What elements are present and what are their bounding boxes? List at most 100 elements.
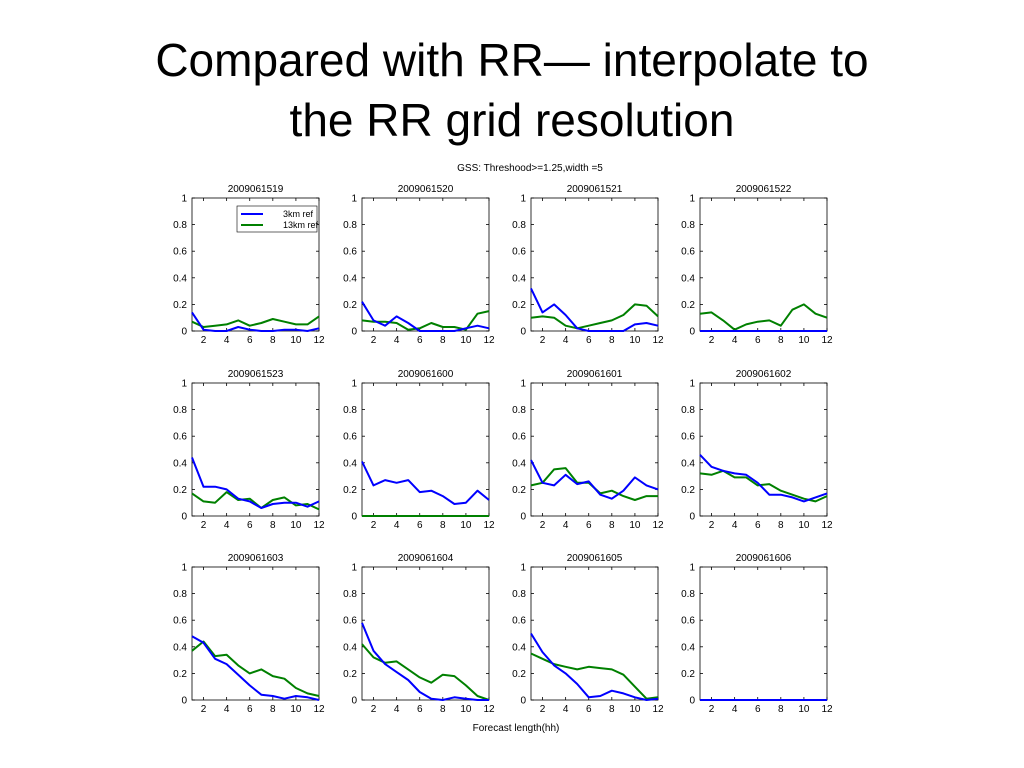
y-tick-label: 0 — [689, 512, 695, 523]
x-tick-label: 8 — [440, 335, 446, 346]
series-line-3km-ref — [361, 461, 490, 505]
x-tick-label: 8 — [609, 704, 615, 715]
x-tick-label: 6 — [247, 335, 253, 346]
x-tick-label: 10 — [460, 520, 472, 531]
subplot-2009061522: 2009061522 2 4 6 8 10 12 0 0.2 0.4 0.6 0.8 1 — [681, 184, 833, 346]
x-tick-label: 8 — [778, 704, 784, 715]
x-tick-label: 10 — [290, 520, 302, 531]
x-tick-label: 6 — [417, 704, 423, 715]
subplot-title: 2009061520 — [398, 184, 454, 195]
x-tick-label: 6 — [417, 335, 423, 346]
x-tick-label: 2 — [709, 335, 715, 346]
y-tick-label: 0 — [351, 327, 357, 338]
plot-frame — [191, 382, 320, 517]
y-tick-label: 1 — [689, 563, 695, 574]
y-tick-label: 1 — [181, 563, 187, 574]
y-tick-label: 0.2 — [173, 485, 187, 496]
slide-title-line-2: the RR grid resolution — [289, 94, 735, 146]
y-tick-label: 0.8 — [173, 405, 187, 416]
y-tick-label: 0.8 — [681, 589, 695, 600]
x-tick-label: 12 — [652, 520, 664, 531]
x-tick-label: 10 — [629, 704, 641, 715]
y-tick-label: 0.2 — [343, 485, 357, 496]
y-tick-label: 1 — [520, 194, 526, 205]
subplot-title: 2009061606 — [736, 553, 792, 564]
x-tick-label: 12 — [652, 335, 664, 346]
y-tick-label: 0.4 — [681, 273, 695, 284]
y-tick-label: 0.6 — [512, 432, 526, 443]
y-tick-label: 1 — [181, 379, 187, 390]
x-tick-label: 10 — [290, 335, 302, 346]
y-tick-label: 0.4 — [343, 642, 357, 653]
y-tick-label: 0 — [520, 512, 526, 523]
figure-suptitle: GSS: Threshood>=1.25,width =5 — [457, 163, 603, 174]
x-tick-label: 12 — [483, 704, 495, 715]
x-tick-label: 2 — [371, 335, 377, 346]
x-tick-label: 8 — [609, 335, 615, 346]
y-tick-label: 0.6 — [173, 432, 187, 443]
y-tick-label: 1 — [351, 563, 357, 574]
x-tick-label: 2 — [709, 704, 715, 715]
series-line-3km-ref — [699, 454, 828, 503]
y-tick-label: 0.4 — [173, 642, 187, 653]
series-line-3km-ref — [191, 635, 320, 701]
series-line-3km-ref — [191, 311, 320, 332]
legend-box — [236, 205, 318, 233]
x-tick-label: 8 — [270, 520, 276, 531]
y-tick-label: 0.6 — [343, 616, 357, 627]
series-line-3km-ref — [530, 459, 659, 500]
y-tick-label: 0.2 — [512, 485, 526, 496]
series-line-3km-ref — [361, 622, 489, 701]
series-line-13km-ref — [191, 315, 320, 328]
y-tick-label: 1 — [351, 379, 357, 390]
series-line-13km-ref — [191, 640, 320, 697]
plot-frame — [530, 197, 659, 332]
x-tick-label: 12 — [483, 520, 495, 531]
x-tick-label: 10 — [798, 520, 810, 531]
y-tick-label: 1 — [181, 194, 187, 205]
x-tick-label: 8 — [778, 520, 784, 531]
y-tick-label: 0.4 — [512, 458, 526, 469]
suptitle-backdrop — [440, 152, 600, 176]
x-tick-label: 6 — [417, 520, 423, 531]
y-tick-label: 0.6 — [681, 247, 695, 258]
subplot-title: 2009061601 — [567, 369, 623, 380]
y-tick-label: 0 — [351, 696, 357, 707]
y-tick-label: 0.8 — [343, 589, 357, 600]
x-tick-label: 2 — [371, 520, 377, 531]
y-tick-label: 0.8 — [681, 220, 695, 231]
y-tick-label: 0.6 — [343, 247, 357, 258]
plot-frame — [699, 197, 828, 332]
y-tick-label: 0.8 — [343, 220, 357, 231]
x-tick-label: 6 — [755, 335, 761, 346]
x-tick-label: 2 — [709, 520, 715, 531]
plot-frame — [699, 382, 828, 517]
series-line-3km-ref — [530, 287, 659, 332]
subplot-2009061600: 2009061600 2 4 6 8 10 12 0 0.2 0.4 0.6 0.8 1 — [343, 369, 495, 531]
x-tick-label: 6 — [586, 520, 592, 531]
x-tick-label: 10 — [460, 704, 472, 715]
x-tick-label: 12 — [821, 520, 833, 531]
subplot-2009061602: 2009061602 2 4 6 8 10 12 0 0.2 0.4 0.6 0.8 1 — [681, 369, 833, 531]
y-tick-label: 0.8 — [681, 405, 695, 416]
subplot-title: 2009061521 — [567, 184, 623, 195]
x-tick-label: 8 — [270, 335, 276, 346]
x-tick-label: 4 — [732, 520, 738, 531]
series-line-13km-ref — [699, 469, 828, 503]
subplot-2009061606: 2009061606 2 4 6 8 10 12 0 0.2 0.4 0.6 0.8 1 — [681, 553, 833, 715]
x-tick-label: 2 — [371, 704, 377, 715]
y-tick-label: 0 — [520, 327, 526, 338]
subplot-2009061521: 2009061521 2 4 6 8 10 12 0 0.2 0.4 0.6 0.8 1 — [512, 184, 664, 346]
x-tick-label: 6 — [755, 704, 761, 715]
x-tick-label: 10 — [798, 704, 810, 715]
y-tick-label: 0.2 — [173, 669, 187, 680]
subplot-2009061520: 2009061520 2 4 6 8 10 12 0 0.2 0.4 0.6 0.8 1 — [343, 184, 495, 346]
x-tick-label: 12 — [652, 704, 664, 715]
x-tick-label: 12 — [313, 335, 325, 346]
x-tick-label: 6 — [586, 704, 592, 715]
y-tick-label: 0 — [181, 327, 187, 338]
y-tick-label: 0 — [351, 512, 357, 523]
x-tick-label: 12 — [313, 520, 325, 531]
subplot-2009061603: 2009061603 2 4 6 8 10 12 0 0.2 0.4 0.6 0.8 1 — [173, 553, 325, 715]
x-tick-label: 10 — [798, 335, 810, 346]
